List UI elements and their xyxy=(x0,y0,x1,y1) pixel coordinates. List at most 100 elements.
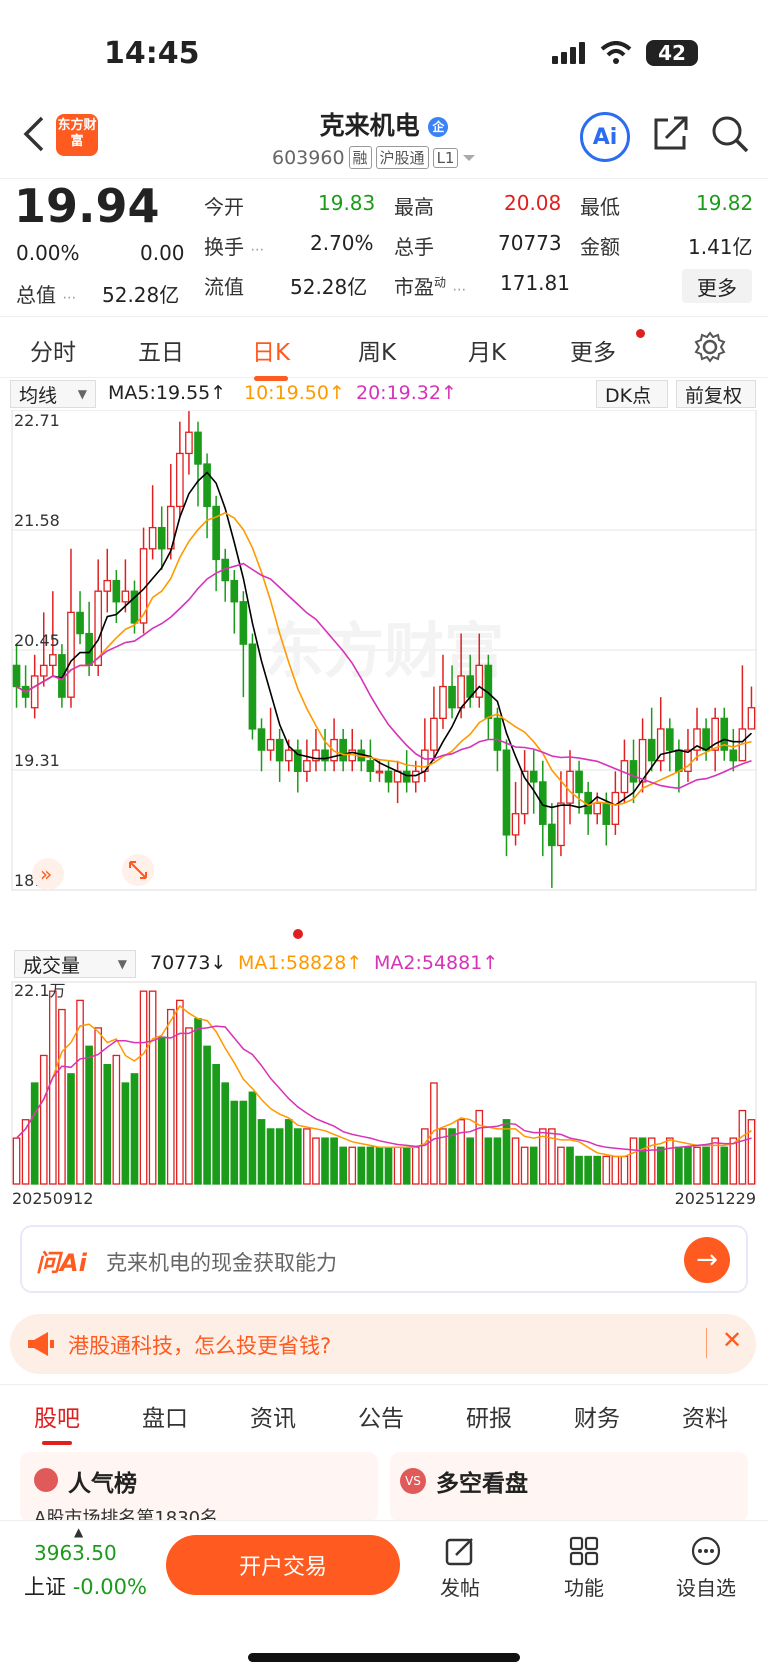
volume-info-bar: 成交量 ▼ 70773↓ MA1:58828↑ MA2:54881↑ xyxy=(0,950,768,980)
volume-bar xyxy=(484,1137,493,1185)
tab-monthly-k[interactable]: 月K xyxy=(468,340,507,366)
ai-button[interactable]: Ai xyxy=(580,112,630,162)
indicator-select[interactable]: 均线 ▼ xyxy=(10,380,96,408)
volume-bar xyxy=(321,1137,329,1185)
watchlist-button[interactable]: 设自选 xyxy=(666,1535,746,1601)
y-tick-label: 20.45 xyxy=(14,631,60,650)
volume-bar xyxy=(475,1109,484,1185)
ask-ai-box[interactable]: 问Ai 克来机电的现金获取能力 → xyxy=(20,1225,748,1293)
popularity-card[interactable]: 人气榜 A股市场排名第1830名 xyxy=(20,1452,378,1529)
float-label: 流值 xyxy=(204,275,244,299)
tab-research[interactable]: 研报 xyxy=(466,1406,512,1432)
tab-finance[interactable]: 财务 xyxy=(574,1406,620,1432)
turnover-label: 换手 ⋯ xyxy=(204,235,265,259)
volume-bar xyxy=(58,1008,66,1185)
volume-bar xyxy=(584,1155,592,1185)
chevron-down-icon[interactable] xyxy=(462,153,476,163)
candle-body xyxy=(693,728,701,751)
more-button[interactable]: 更多 xyxy=(682,269,752,303)
candle-body xyxy=(439,685,447,719)
last-price: 19.94 xyxy=(14,179,160,233)
chart-icon xyxy=(34,1468,58,1492)
volume-bar xyxy=(421,1128,429,1185)
candle-body xyxy=(284,749,293,762)
stock-header: 东方财富 克来机电 企 603960 融 沪股通 L1 Ai xyxy=(0,104,768,176)
arrow-right-icon[interactable]: → xyxy=(684,1237,730,1283)
candle-body xyxy=(39,664,48,677)
pe-label: 市盈动 ⋯ xyxy=(394,275,467,299)
candle-body xyxy=(411,770,420,783)
expand-sidebar-icon[interactable] xyxy=(32,858,64,890)
signal-icon xyxy=(552,42,585,64)
volume-bar xyxy=(312,1137,320,1185)
candle-body xyxy=(720,717,729,751)
ask-ai-logo: 问Ai xyxy=(36,1249,87,1277)
x-axis-start: 20250912 xyxy=(12,1189,93,1208)
volume-bar xyxy=(303,1128,311,1185)
tab-announcements[interactable]: 公告 xyxy=(358,1406,404,1432)
volume-bar xyxy=(684,1146,692,1185)
volume-bar xyxy=(266,1128,275,1185)
volume-bar xyxy=(139,990,148,1185)
ask-ai-prompt[interactable]: 克来机电的现金获取能力 xyxy=(106,1251,337,1275)
candle-body xyxy=(121,590,130,603)
status-bar: 14:45 42 xyxy=(0,0,768,110)
float-value: 52.28亿 xyxy=(290,275,368,299)
volume-bar xyxy=(566,1146,574,1185)
candle-body xyxy=(157,526,166,550)
tab-forum[interactable]: 股吧 xyxy=(34,1399,80,1445)
volume-indicator-select[interactable]: 成交量 ▼ xyxy=(14,950,136,978)
low-label: 最低 xyxy=(580,195,620,219)
search-icon[interactable] xyxy=(710,114,750,154)
volume-bar xyxy=(430,1082,438,1185)
candle-body xyxy=(538,781,547,825)
tab-weekly-k[interactable]: 周K xyxy=(358,340,397,366)
ma-info-bar: 均线 ▼ MA5:19.55↑ 10:19.50↑ 20:19.32↑ DK点 前… xyxy=(0,380,768,412)
tab-intraday[interactable]: 分时 xyxy=(30,340,76,366)
index-change: -0.00% xyxy=(72,1575,147,1599)
tab-news[interactable]: 资讯 xyxy=(250,1406,296,1432)
volume-bar xyxy=(39,1054,48,1185)
index-value[interactable]: 3963.50 xyxy=(34,1541,117,1565)
candle-body xyxy=(12,664,21,688)
close-icon[interactable]: ✕ xyxy=(722,1326,743,1354)
tab-orderbook[interactable]: 盘口 xyxy=(142,1406,188,1432)
index-row[interactable]: 上证 -0.00% xyxy=(24,1571,147,1601)
dk-point-select[interactable]: DK点 xyxy=(596,380,668,408)
volume-bar xyxy=(230,1100,239,1185)
function-button[interactable]: 功能 xyxy=(544,1535,624,1601)
candle-body xyxy=(67,611,75,698)
volume-bar xyxy=(720,1146,729,1185)
volume-bar xyxy=(729,1137,738,1185)
y-tick-label: 22.71 xyxy=(14,411,60,430)
ma10-value: 10:19.50↑ xyxy=(244,382,345,404)
volume-bar xyxy=(185,1027,193,1185)
tab-more[interactable]: 更多 xyxy=(570,340,616,366)
caret-up-icon: ▲ xyxy=(74,1525,84,1539)
candle-body xyxy=(520,770,529,815)
candle-body xyxy=(548,823,556,847)
candle-body xyxy=(647,738,656,762)
tab-five-day[interactable]: 五日 xyxy=(138,340,184,366)
volume-bar xyxy=(529,1146,538,1185)
candle-body xyxy=(457,675,465,709)
bottom-bar: ▲ 3963.50 上证 -0.00% 开户交易 发帖 功能 设自选 xyxy=(0,1520,768,1669)
promo-banner[interactable]: 港股通科技，怎么投更省钱? ✕ xyxy=(10,1314,756,1374)
volume-bar xyxy=(121,1082,130,1185)
open-account-button[interactable]: 开户交易 xyxy=(166,1535,400,1595)
tab-daily-k[interactable]: 日K xyxy=(252,333,290,381)
candle-body xyxy=(293,749,302,772)
tab-profile[interactable]: 资料 xyxy=(682,1406,728,1432)
candle-body xyxy=(529,770,538,783)
ma5-value: MA5:19.55↑ xyxy=(108,382,227,404)
kline-tabs: 分时 五日 日K 周K 月K 更多 xyxy=(0,316,768,381)
bull-bear-card[interactable]: VS 多空看盘 xyxy=(390,1452,748,1522)
adjust-select[interactable]: 前复权 xyxy=(676,380,756,408)
share-icon[interactable] xyxy=(652,114,690,152)
post-button[interactable]: 发帖 xyxy=(420,1535,500,1601)
back-icon[interactable] xyxy=(22,116,46,152)
candle-body xyxy=(611,791,620,825)
settings-icon[interactable] xyxy=(694,331,726,363)
volume-value: 70773↓ xyxy=(150,952,227,974)
